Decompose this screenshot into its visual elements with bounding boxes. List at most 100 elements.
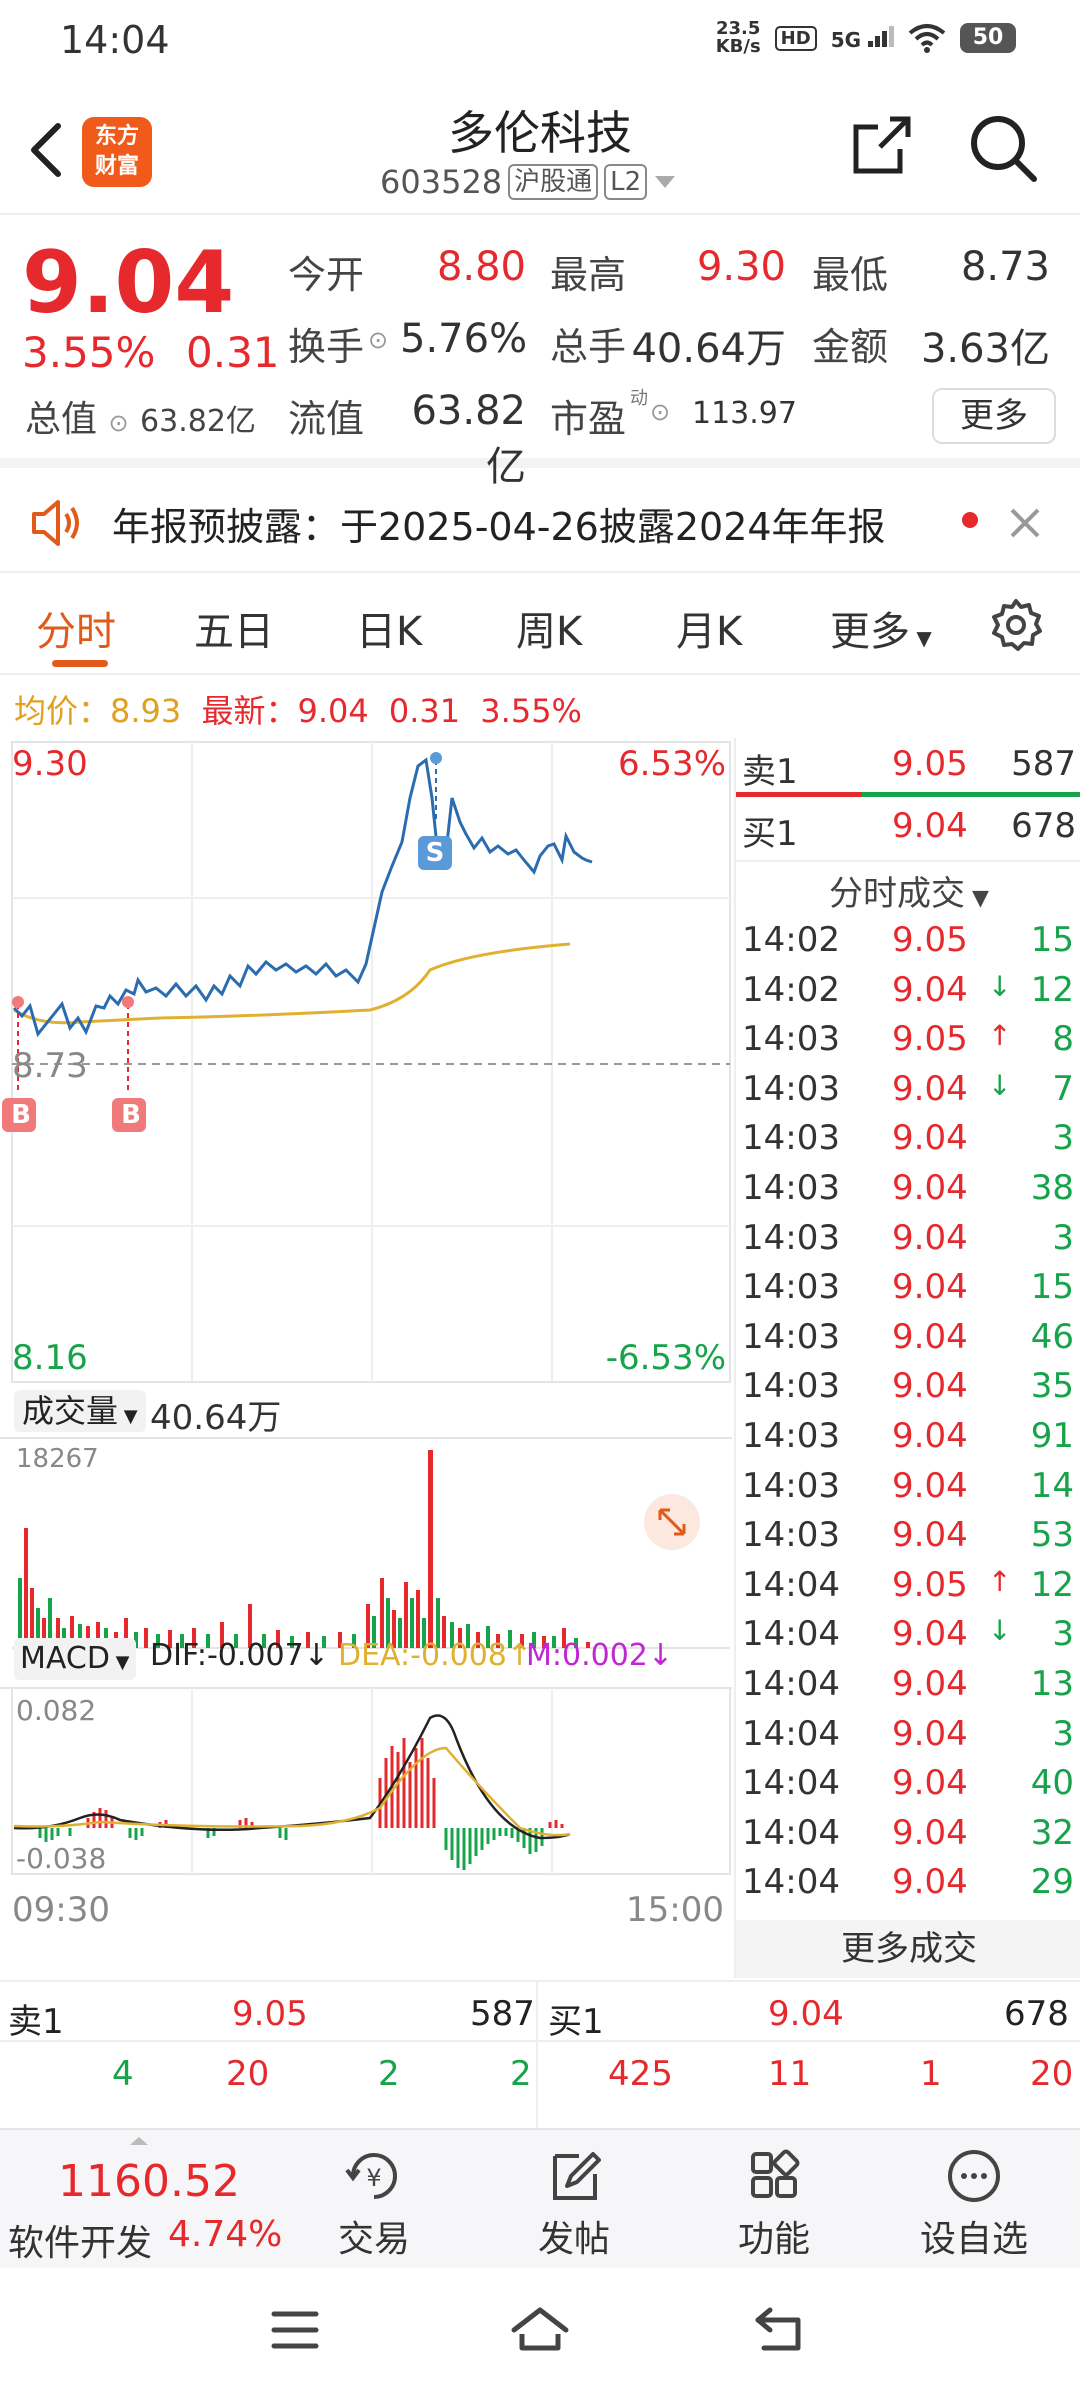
home-icon[interactable] [510,2304,570,2354]
more-trades-button[interactable]: 更多成交 [736,1920,1080,1978]
tab-five-day[interactable]: 五日 [194,609,274,655]
tick-price: 9.04 [892,1267,968,1308]
more-button[interactable]: 更多 [932,388,1056,444]
tick-volume: 46 [1030,1316,1074,1357]
high-point-marker [430,752,442,764]
tick-row: 14:03 9.04 3 [736,1218,1080,1268]
tick-price: 9.04 [892,1515,968,1556]
caret-down-icon: ▼ [965,886,989,911]
notice-bar[interactable]: 年报预披露：于2025-04-26披露2024年年报 [0,468,1080,573]
clock: 14:04 [60,18,170,62]
tick-row: 14:04 9.04 32 [736,1813,1080,1863]
book-sell1-price: 9.05 [232,1994,308,2034]
stock-code-row[interactable]: 603528 沪股通 L2 [380,163,677,201]
buy-marker-text-1: B [11,1100,31,1130]
tick-direction: ↓ [988,1614,1012,1648]
pe-label: 市盈 [550,397,627,441]
macd-selector[interactable]: MACD ▼ [14,1638,136,1680]
sell-ratio-bar [736,792,862,797]
function-button[interactable]: 功能 [694,2148,854,2262]
tab-weekly-k[interactable]: 周K [516,609,583,655]
info-icon[interactable]: ⊙ [650,398,671,426]
tick-title-text: 分时成交 [829,874,966,914]
tick-time: 14:04 [742,1614,840,1655]
trade-button[interactable]: ¥ 交易 [294,2148,454,2262]
y-high-pct-label: 6.53% [617,744,726,784]
tab-underline [52,660,108,667]
add-watchlist-button[interactable]: 设自选 [894,2148,1054,2262]
macd-max-label: 0.082 [16,1694,97,1727]
tick-price: 9.04 [892,1614,968,1655]
info-icon[interactable]: ⊙ [368,326,389,354]
tick-time: 14:03 [742,1019,840,1060]
close-icon[interactable] [1008,506,1042,540]
sector-index-value: 1160.52 [58,2156,240,2207]
sector-index[interactable]: 1160.52 软件开发 4.74% [0,2130,290,2270]
tick-volume: 12 [1030,969,1074,1010]
search-icon[interactable] [968,113,1038,183]
tick-row: 14:03 9.04 91 [736,1416,1080,1466]
volume-selector[interactable]: 成交量 ▼ [14,1390,146,1432]
post-button[interactable]: 发帖 [494,2148,654,2262]
unread-dot [962,512,978,528]
tick-row: 14:03 9.04 ↓ 7 [736,1069,1080,1119]
share-icon[interactable] [850,113,914,177]
y-high-label: 9.30 [12,744,88,784]
sector-name: 软件开发 [8,2223,153,2264]
post-label: 发帖 [537,2219,610,2260]
tick-price: 9.04 [892,1416,968,1456]
sell-marker [418,836,452,870]
low-value: 8.73 [960,244,1050,290]
tick-price: 9.04 [892,1366,968,1407]
tick-volume: 91 [1030,1416,1074,1456]
stock-code: 603528 [380,163,503,201]
buy1-label: 买1 [742,814,798,854]
tab-daily-k[interactable]: 日K [356,609,423,655]
avg-value: 8.93 [110,692,182,730]
avg-label: 均价： [14,692,111,730]
turnover-label: 换手 [288,325,365,369]
latest-change: 0.31 [388,692,461,730]
back-icon[interactable] [26,120,66,180]
trade-ticks-panel: 卖1 9.05 587 买1 9.04 678 分时成交 ▼ 14:02 9.05… [734,738,1080,1978]
volume-label: 成交量 [22,1392,119,1430]
y-low-pct-label: -6.53% [605,1338,726,1378]
trade-icon: ¥ [345,2153,397,2199]
book-sell-detail-1: 4 [112,2054,134,2094]
tab-more[interactable]: 更多 ▼ [830,599,932,657]
back-nav-icon[interactable] [752,2306,806,2352]
info-icon[interactable]: ⊙ [108,409,129,437]
tick-time: 14:03 [742,1515,840,1556]
tick-row: 14:03 9.05 ↑ 8 [736,1019,1080,1069]
speed-value: 23.5 [715,18,761,39]
intraday-chart[interactable]: 9.30 6.53% 8.73 8.16 -6.53% B B S 成交量 ▼ … [0,738,732,1978]
dea-text: DEA:-0.008 [338,1638,507,1673]
tick-section-title[interactable]: 分时成交 ▼ [736,866,1080,915]
tick-time: 14:02 [742,969,840,1010]
quote-panel: 9.04 3.55% 0.31 总值 ⊙ 63.82亿 今开 8.80 最高 9… [0,218,1080,490]
app-logo[interactable]: 东方 财富 [82,117,152,187]
tick-row: 14:04 9.04 3 [736,1714,1080,1764]
tick-volume: 3 [1052,1614,1074,1655]
tick-row: 14:02 9.05 15 [736,920,1080,970]
tab-intraday[interactable]: 分时 [36,609,116,655]
tick-price: 9.04 [892,1118,968,1159]
hk-connect-tag: 沪股通 [508,164,599,200]
tick-time: 14:03 [742,1316,840,1357]
tick-time: 14:04 [742,1664,840,1704]
tab-monthly-k[interactable]: 月K [676,609,743,655]
menu-icon[interactable] [270,2308,320,2352]
tick-volume: 15 [1030,1267,1074,1308]
dropdown-icon[interactable] [653,174,677,190]
dif-value: DIF:-0.007↓ [150,1638,329,1673]
y-low-label: 8.16 [12,1338,88,1378]
book-buy1-price: 9.04 [768,1994,844,2034]
price-line [12,757,593,1038]
open-label: 今开 [288,253,365,297]
float-label: 流值 [288,397,365,441]
gear-icon[interactable] [988,597,1044,653]
price-summary-line: 均价：8.93 最新：9.04 0.31 3.55% [14,686,582,732]
tick-time: 14:04 [742,1713,840,1754]
m-value: M:0.002↓ [526,1638,674,1673]
latest-label: 最新： [201,692,298,730]
